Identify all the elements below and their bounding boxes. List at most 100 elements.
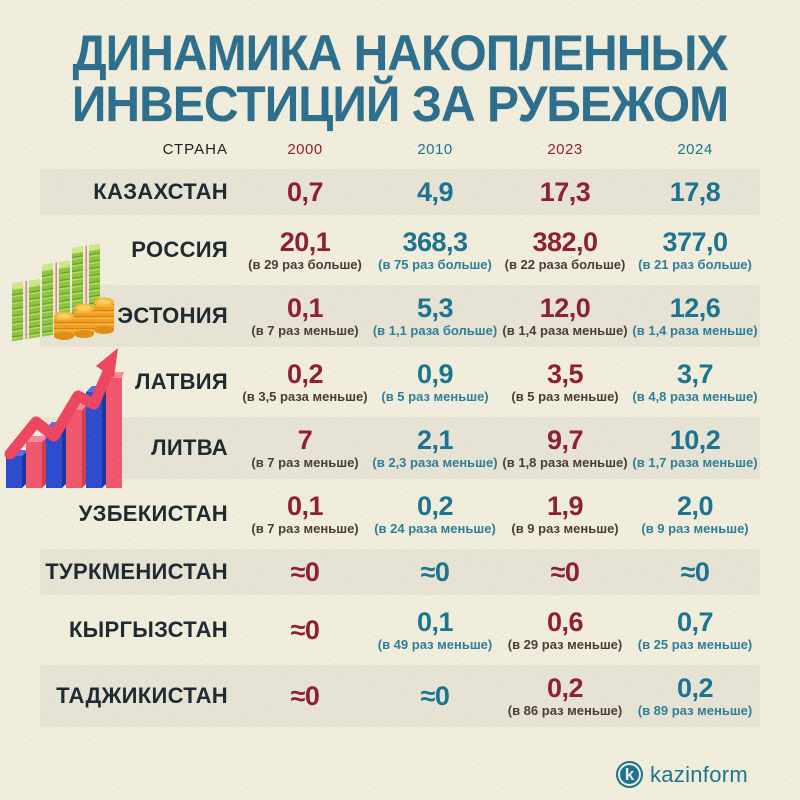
cell-note: (в 24 раза меньше) xyxy=(374,521,496,536)
value-cell: ≈0 xyxy=(240,614,370,645)
table-row: ЭСТОНИЯ 0,1 (в 7 раз меньше) 5,3 (в 1,1 раза… xyxy=(40,285,760,347)
value-cell: 4,9 xyxy=(370,176,500,207)
value-cell: 0,2 (в 86 раз меньше) xyxy=(500,674,630,718)
country-label: ТАДЖИКИСТАН xyxy=(56,683,228,708)
cell-value: 2,0 xyxy=(676,491,714,521)
table-row: УЗБЕКИСТАН 0,1 (в 7 раз меньше) 0,2 (в 24 ра… xyxy=(40,483,760,545)
brand-name: kazinform xyxy=(649,761,748,787)
cell-value: 0,1 xyxy=(416,607,454,637)
country-label: УЗБЕКИСТАН xyxy=(78,501,228,526)
cell-value: 0,7 xyxy=(676,607,714,637)
value-cell: 0,1 (в 49 раз меньше) xyxy=(370,608,500,652)
cell-note: (в 9 раз меньше) xyxy=(641,521,749,536)
column-header-2024: 2024 xyxy=(677,141,713,158)
value-cell: 0,1 (в 7 раз меньше) xyxy=(240,492,370,536)
cell-note: (в 86 раз меньше) xyxy=(507,703,623,718)
cell-value: 0,2 xyxy=(546,673,584,703)
cell-note: (в 25 раз меньше) xyxy=(637,637,753,652)
cell-note: (в 89 раз меньше) xyxy=(637,703,753,718)
cell-note: (в 4,8 раза меньше) xyxy=(632,389,758,404)
value-cell: 0,1 (в 7 раз меньше) xyxy=(240,294,370,338)
cell-value: 3,5 xyxy=(546,359,584,389)
value-cell: 0,6 (в 29 раз меньше) xyxy=(500,608,630,652)
cell-note: (в 29 раз больше) xyxy=(248,257,362,272)
cell-note: (в 7 раз меньше) xyxy=(251,455,359,470)
table-header: СТРАНА 2000 2010 2023 2024 xyxy=(40,141,760,158)
value-cell: 3,7 (в 4,8 раза меньше) xyxy=(630,360,760,404)
column-header-country: СТРАНА xyxy=(162,141,228,158)
country-label: ТУРКМЕНИСТАН xyxy=(45,559,228,584)
table-row: РОССИЯ 20,1 (в 29 раз больше) 368,3 (в 75 ра… xyxy=(40,219,760,281)
value-cell: 5,3 (в 1,1 раза больше) xyxy=(370,294,500,338)
country-label: РОССИЯ xyxy=(131,237,228,262)
cell-value: 0,7 xyxy=(286,176,324,207)
cell-value: 9,7 xyxy=(546,425,584,455)
country-label: КАЗАХСТАН xyxy=(93,179,228,204)
cell-value: 0,1 xyxy=(286,293,324,323)
value-cell: ≈0 xyxy=(500,556,630,587)
value-cell: 12,0 (в 1,4 раза меньше) xyxy=(500,294,630,338)
cell-note: (в 21 раз больше) xyxy=(638,257,752,272)
cell-note: (в 29 раз меньше) xyxy=(507,637,623,652)
value-cell: ≈0 xyxy=(370,556,500,587)
cell-value: 368,3 xyxy=(402,227,468,257)
cell-note: (в 7 раз меньше) xyxy=(251,323,359,338)
value-cell: 0,9 (в 5 раз меньше) xyxy=(370,360,500,404)
cell-value: 4,9 xyxy=(416,176,454,207)
value-cell: 3,5 (в 5 раз меньше) xyxy=(500,360,630,404)
value-cell: 0,7 xyxy=(240,176,370,207)
cell-value: ≈0 xyxy=(290,556,320,587)
table-row: ЛАТВИЯ 0,2 (в 3,5 раза меньше) 0,9 (в 5 раз … xyxy=(40,351,760,413)
cell-note: (в 1,7 раза меньше) xyxy=(632,455,758,470)
cell-value: 17,8 xyxy=(669,176,721,207)
value-cell: ≈0 xyxy=(630,557,760,587)
table-body: КАЗАХСТАН 0,7 4,9 17,3 17,8 РОССИЯ 20,1 (в 29 р… xyxy=(40,169,760,727)
cell-note: (в 49 раз меньше) xyxy=(377,637,493,652)
cell-value: 382,0 xyxy=(532,227,598,257)
column-header-2023: 2023 xyxy=(547,141,583,158)
page-title: ДИНАМИКА НАКОПЛЕННЫХ ИНВЕСТИЦИЙ ЗА РУБЕЖ… xyxy=(16,28,784,130)
column-header-2010: 2010 xyxy=(417,141,453,158)
value-cell: 12,6 (в 1,4 раза меньше) xyxy=(630,294,760,338)
value-cell: 20,1 (в 29 раз больше) xyxy=(240,228,370,272)
cell-note: (в 1,8 раза меньше) xyxy=(502,455,628,470)
value-cell: 0,2 (в 89 раз меньше) xyxy=(630,674,760,718)
title-line-1: ДИНАМИКА НАКОПЛЕННЫХ xyxy=(72,25,728,81)
value-cell: ≈0 xyxy=(370,681,500,711)
cell-note: (в 22 раза больше) xyxy=(504,257,626,272)
value-cell: 9,7 (в 1,8 раза меньше) xyxy=(500,426,630,470)
country-label: КЫРГЫЗСТАН xyxy=(68,617,228,642)
cell-note: (в 1,4 раза меньше) xyxy=(502,323,628,338)
column-header-2000: 2000 xyxy=(287,141,323,158)
cell-value: ≈0 xyxy=(550,556,580,587)
cell-note: (в 5 раз меньше) xyxy=(381,389,489,404)
value-cell: 2,1 (в 2,3 раза меньше) xyxy=(370,426,500,470)
cell-value: 0,2 xyxy=(286,359,324,389)
cell-value: 377,0 xyxy=(662,227,728,257)
cell-value: 0,2 xyxy=(416,491,454,521)
value-cell: 382,0 (в 22 раза больше) xyxy=(500,228,630,272)
cell-note: (в 75 раз больше) xyxy=(378,257,492,272)
value-cell: 17,8 xyxy=(630,176,760,207)
value-cell: 7 (в 7 раз меньше) xyxy=(240,426,370,470)
cell-note: (в 2,3 раза меньше) xyxy=(372,455,498,470)
table-row: КЫРГЫЗСТАН ≈0 0,1 (в 49 раз меньше) 0,6 (в 29… xyxy=(40,599,760,661)
cell-value: 20,1 xyxy=(279,227,331,257)
cell-value: ≈0 xyxy=(290,680,320,711)
logo-letter: k xyxy=(624,765,635,784)
table-row: ТУРКМЕНИСТАН ≈0 ≈0 ≈0 ≈0 xyxy=(40,549,760,595)
kazinform-logo-icon: k xyxy=(615,761,643,788)
cell-value: 17,3 xyxy=(539,176,591,207)
table-row: ТАДЖИКИСТАН ≈0 ≈0 0,2 (в 86 раз меньше) 0,2 (в… xyxy=(40,665,760,727)
value-cell: ≈0 xyxy=(240,680,370,711)
country-label: ЭСТОНИЯ xyxy=(117,303,228,328)
cell-value: ≈0 xyxy=(290,614,320,645)
value-cell: 1,9 (в 9 раз меньше) xyxy=(500,492,630,536)
cell-value: 1,9 xyxy=(546,491,584,521)
cell-value: ≈0 xyxy=(420,556,450,587)
cell-note: (в 7 раз меньше) xyxy=(251,521,359,536)
cell-value: 0,2 xyxy=(676,673,714,703)
cell-note: (в 5 раз меньше) xyxy=(511,389,619,404)
value-cell: ≈0 xyxy=(240,556,370,587)
